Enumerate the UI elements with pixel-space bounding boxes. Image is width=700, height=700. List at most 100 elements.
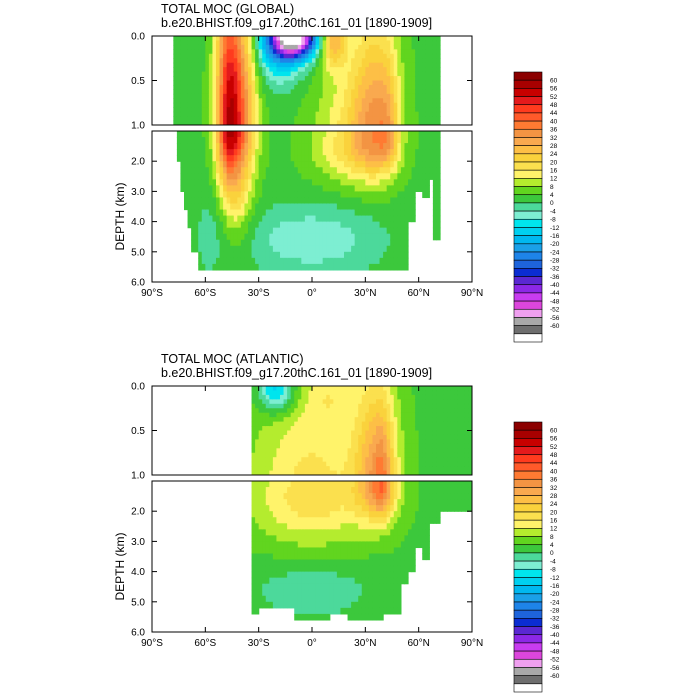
field-cell	[383, 203, 388, 211]
field-cell	[280, 461, 285, 467]
field-cell	[432, 173, 438, 180]
field-cell	[340, 257, 345, 265]
field-cell	[269, 529, 274, 536]
field-cell	[191, 155, 196, 162]
field-cell	[269, 535, 274, 542]
field-cell	[269, 203, 274, 211]
field-cell	[397, 102, 402, 108]
field-cell	[312, 89, 317, 95]
field-cell	[461, 417, 466, 423]
field-cell	[447, 443, 452, 449]
field-cell	[336, 215, 342, 223]
field-cell	[187, 155, 192, 162]
field-cell	[255, 203, 260, 211]
field-cell	[326, 452, 331, 458]
field-cell	[351, 403, 356, 409]
field-cell	[443, 399, 448, 405]
field-cell	[251, 107, 256, 113]
field-cell	[240, 161, 246, 168]
field-cell	[329, 36, 334, 42]
field-cell	[329, 511, 334, 518]
field-cell	[365, 215, 370, 223]
field-cell	[443, 466, 448, 472]
field-cell	[194, 209, 199, 217]
field-cell	[201, 149, 206, 156]
field-cell	[383, 58, 388, 64]
field-cell	[272, 461, 278, 467]
field-cell	[301, 233, 306, 241]
field-cell	[280, 417, 285, 423]
field-cell	[361, 149, 366, 156]
field-cell	[326, 263, 331, 271]
field-cell	[283, 443, 288, 449]
field-cell	[365, 197, 370, 205]
field-cell	[408, 394, 413, 400]
field-cell	[251, 44, 256, 50]
field-cell	[194, 137, 199, 144]
field-cell	[272, 601, 278, 609]
field-cell	[283, 541, 288, 549]
field-cell	[191, 36, 196, 42]
field-cell	[294, 155, 299, 162]
field-cell	[336, 457, 342, 463]
field-cell	[304, 131, 310, 138]
field-cell	[262, 481, 267, 488]
field-cell	[287, 493, 292, 500]
field-cell	[269, 239, 274, 247]
field-cell	[287, 102, 292, 108]
field-cell	[340, 80, 345, 86]
field-cell	[386, 80, 391, 86]
field-cell	[454, 403, 459, 409]
field-cell	[237, 40, 242, 46]
field-cell	[319, 394, 324, 400]
field-cell	[351, 191, 356, 199]
field-cell	[283, 84, 288, 90]
field-cell	[372, 448, 377, 454]
field-cell	[376, 417, 381, 423]
field-cell	[308, 386, 313, 392]
field-cell	[340, 149, 345, 156]
field-cell	[447, 399, 452, 405]
field-cell	[372, 408, 377, 414]
field-cell	[361, 143, 366, 150]
field-cell	[194, 107, 199, 113]
field-cell	[173, 44, 178, 50]
field-cell	[276, 470, 281, 475]
field-cell	[312, 53, 317, 59]
field-cell	[312, 80, 317, 86]
field-cell	[333, 173, 338, 180]
field-cell	[223, 149, 228, 156]
field-cell	[180, 116, 185, 122]
field-cell	[400, 185, 406, 192]
field-cell	[376, 58, 381, 64]
field-cell	[368, 386, 374, 392]
field-cell	[372, 76, 377, 82]
field-cell	[251, 571, 256, 579]
field-cell	[191, 149, 196, 156]
field-cell	[329, 185, 334, 192]
field-cell	[312, 493, 317, 500]
field-cell	[386, 62, 391, 68]
field-cell	[276, 571, 281, 579]
field-cell	[223, 263, 228, 271]
field-cell	[301, 589, 306, 597]
field-cell	[443, 412, 448, 418]
field-cell	[208, 58, 214, 64]
colorbar-swatch	[513, 169, 543, 179]
field-cell	[422, 417, 427, 423]
field-cell	[237, 221, 242, 229]
field-cell	[457, 452, 462, 458]
field-cell	[280, 221, 285, 229]
field-cell	[333, 227, 338, 235]
field-cell	[390, 470, 395, 475]
field-cell	[422, 430, 427, 436]
field-cell	[457, 434, 462, 440]
field-cell	[176, 143, 182, 150]
field-cell	[223, 209, 228, 217]
field-cell	[258, 221, 263, 229]
field-cell	[422, 173, 427, 180]
field-cell	[262, 80, 267, 86]
field-cell	[329, 565, 334, 573]
field-cell	[383, 120, 388, 125]
field-cell	[386, 185, 391, 192]
